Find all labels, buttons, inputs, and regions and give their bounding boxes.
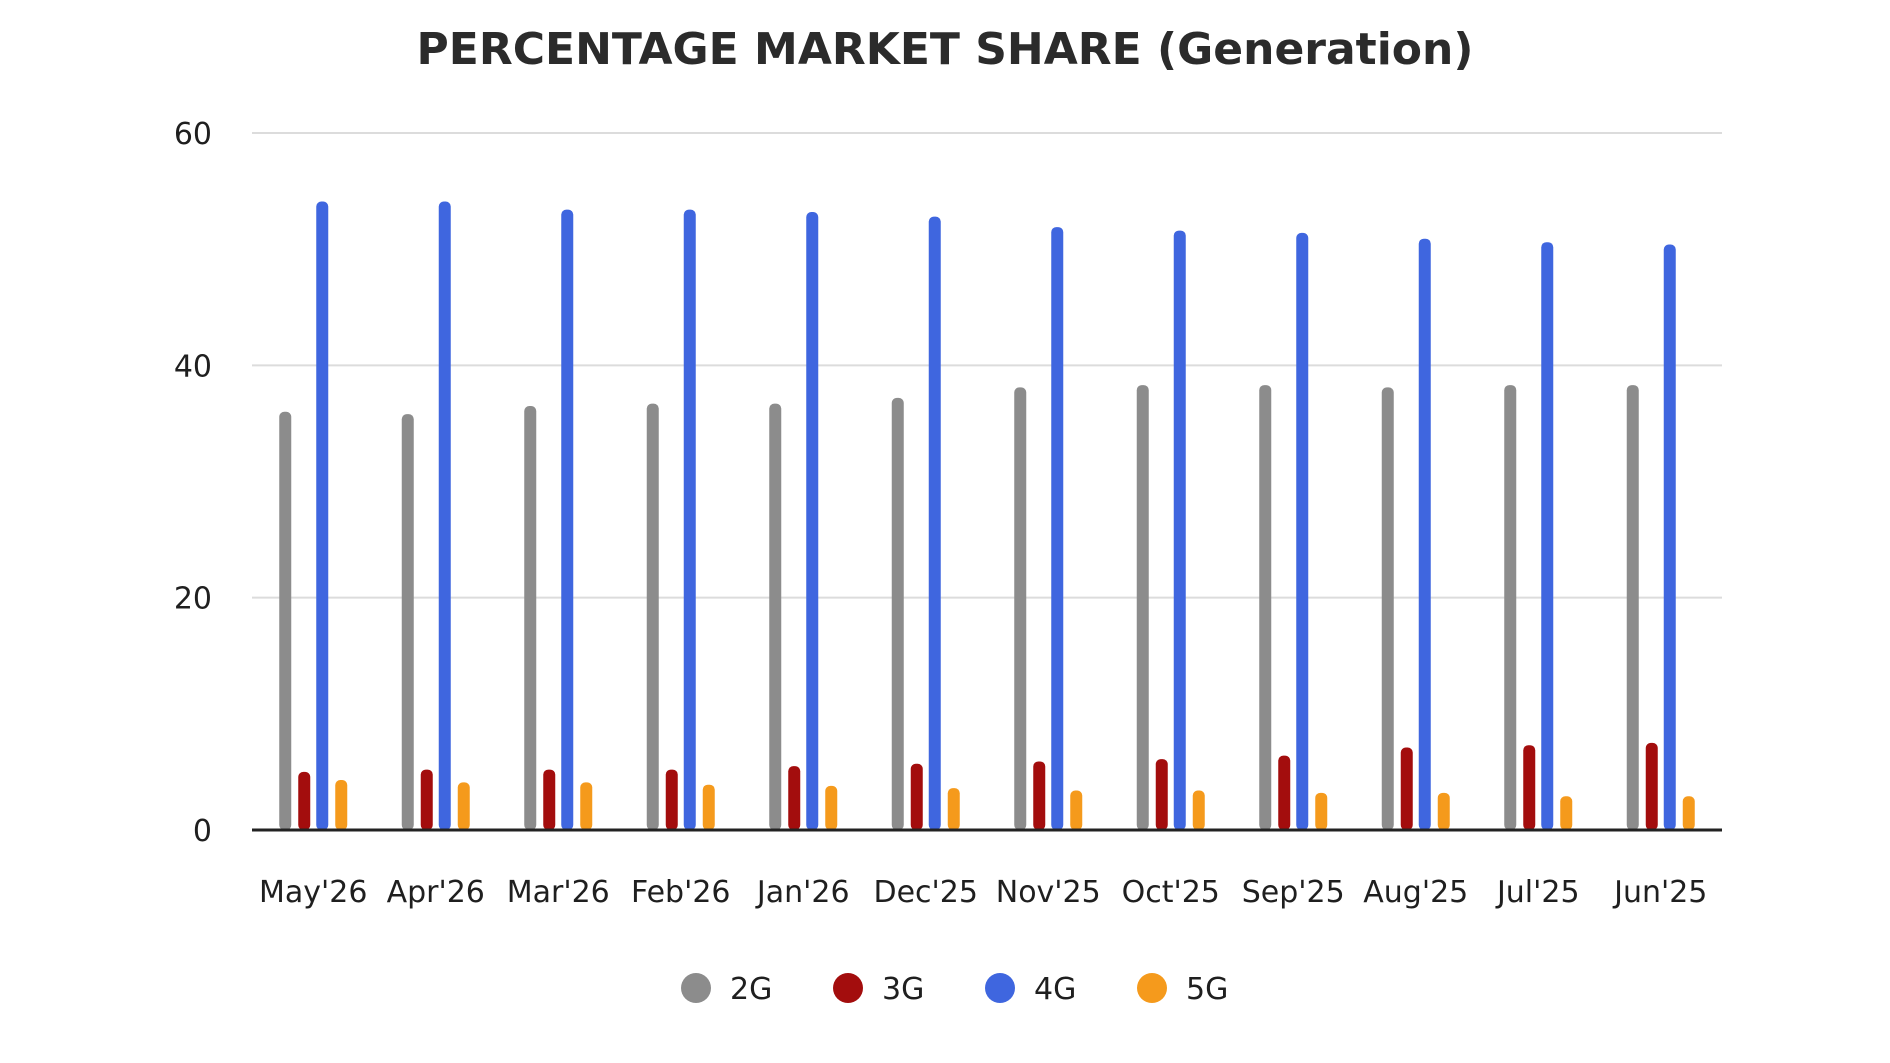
bar-3g-6[interactable]	[1033, 761, 1046, 830]
bar-3g-10[interactable]	[1523, 745, 1536, 830]
bar-3g-4[interactable]	[788, 766, 801, 830]
legend-swatch	[681, 973, 711, 1003]
bar-4g-7[interactable]	[1173, 230, 1186, 830]
bar-2g-4[interactable]	[769, 403, 782, 830]
legend-item-5g[interactable]: 5G	[1137, 972, 1228, 1007]
bar-5g-8[interactable]	[1315, 792, 1328, 830]
legend-item-3g[interactable]: 3G	[833, 972, 924, 1007]
gridlines	[252, 132, 1722, 599]
bar-5g-0[interactable]	[335, 780, 348, 830]
bar-4g-6[interactable]	[1051, 227, 1064, 831]
x-tick-label: Sep'25	[1242, 875, 1345, 910]
bar-5g-6[interactable]	[1070, 790, 1083, 830]
bar-4g-3[interactable]	[683, 209, 696, 831]
y-axis-ticks: 0 20 40 60	[174, 117, 212, 849]
x-tick-label: May'26	[259, 875, 367, 910]
bar-5g-1[interactable]	[457, 782, 470, 830]
legend-swatch	[1137, 973, 1167, 1003]
bar-5g-7[interactable]	[1192, 790, 1205, 830]
bar-5g-10[interactable]	[1560, 796, 1573, 830]
bar-2g-10[interactable]	[1504, 385, 1517, 830]
x-tick-label: Feb'26	[631, 875, 731, 910]
bar-3g-8[interactable]	[1278, 755, 1291, 830]
y-tick-label: 20	[174, 582, 212, 617]
bar-3g-0[interactable]	[298, 771, 311, 830]
bar-4g-8[interactable]	[1296, 232, 1309, 831]
bar-2g-11[interactable]	[1626, 385, 1639, 830]
x-tick-label: Aug'25	[1363, 875, 1468, 910]
bar-2g-3[interactable]	[646, 403, 659, 830]
legend-item-2g[interactable]: 2G	[681, 972, 772, 1007]
bar-2g-7[interactable]	[1136, 385, 1149, 830]
legend-label: 4G	[1034, 972, 1076, 1007]
x-tick-label: Jan'26	[755, 875, 850, 910]
bar-3g-3[interactable]	[665, 769, 678, 830]
bar-4g-9[interactable]	[1418, 238, 1431, 830]
bar-5g-3[interactable]	[702, 784, 715, 830]
bar-4g-2[interactable]	[561, 209, 574, 831]
legend-item-4g[interactable]: 4G	[985, 972, 1076, 1007]
bar-4g-5[interactable]	[928, 216, 941, 830]
bar-4g-0[interactable]	[316, 201, 329, 830]
bar-3g-1[interactable]	[420, 769, 433, 830]
y-tick-label: 40	[174, 349, 212, 384]
bar-5g-2[interactable]	[580, 782, 593, 830]
bars	[279, 201, 1695, 831]
bar-5g-9[interactable]	[1437, 792, 1450, 830]
bar-3g-7[interactable]	[1155, 759, 1168, 830]
bar-5g-5[interactable]	[947, 788, 960, 830]
legend-label: 3G	[882, 972, 924, 1007]
bar-3g-11[interactable]	[1645, 742, 1658, 830]
x-tick-label: Mar'26	[507, 875, 610, 910]
legend-label: 2G	[730, 972, 772, 1007]
bar-2g-6[interactable]	[1014, 387, 1027, 830]
bar-4g-1[interactable]	[438, 201, 451, 830]
legend-swatch	[985, 973, 1015, 1003]
bar-3g-2[interactable]	[543, 769, 556, 830]
bar-3g-5[interactable]	[910, 763, 923, 830]
x-tick-label: Dec'25	[874, 875, 978, 910]
y-tick-label: 0	[193, 814, 212, 849]
x-tick-label: Oct'25	[1122, 875, 1220, 910]
bar-2g-9[interactable]	[1381, 387, 1394, 830]
bar-2g-8[interactable]	[1259, 385, 1272, 830]
bar-2g-2[interactable]	[524, 405, 537, 830]
bar-4g-4[interactable]	[806, 211, 819, 830]
chart-title: PERCENTAGE MARKET SHARE (Generation)	[417, 24, 1474, 75]
bar-2g-1[interactable]	[401, 414, 414, 830]
x-tick-label: Nov'25	[996, 875, 1101, 910]
x-tick-label: Jul'25	[1495, 875, 1580, 910]
bar-5g-11[interactable]	[1682, 796, 1695, 830]
y-tick-label: 60	[174, 117, 212, 152]
bar-2g-0[interactable]	[279, 411, 292, 830]
x-tick-label: Jun'25	[1612, 875, 1707, 910]
x-tick-label: Apr'26	[387, 875, 485, 910]
legend-label: 5G	[1186, 972, 1228, 1007]
legend-swatch	[833, 973, 863, 1003]
bar-3g-9[interactable]	[1400, 747, 1413, 830]
bar-2g-5[interactable]	[891, 397, 904, 830]
legend[interactable]: 2G 3G 4G 5G	[681, 972, 1228, 1007]
bar-4g-11[interactable]	[1663, 244, 1676, 830]
bar-4g-10[interactable]	[1541, 242, 1554, 831]
x-axis-ticks: May'26 Apr'26 Mar'26 Feb'26 Jan'26 Dec'25 Nov'…	[259, 875, 1707, 910]
bar-5g-4[interactable]	[825, 785, 838, 830]
